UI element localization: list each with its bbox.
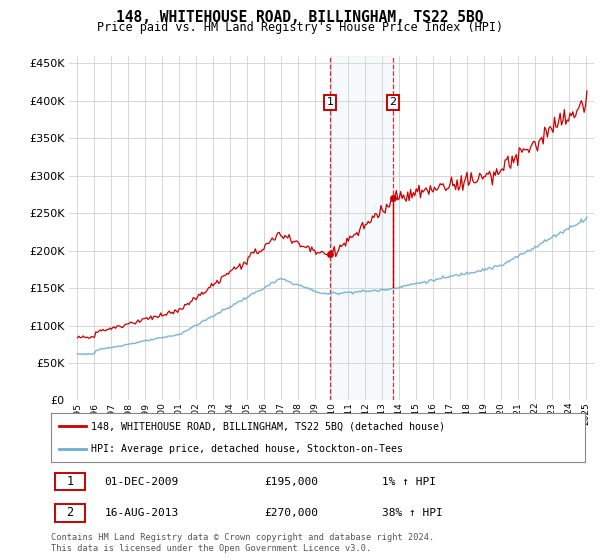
- Text: 1: 1: [67, 475, 74, 488]
- Text: £270,000: £270,000: [265, 508, 319, 518]
- Text: £195,000: £195,000: [265, 477, 319, 487]
- Text: 38% ↑ HPI: 38% ↑ HPI: [382, 508, 443, 518]
- Text: 2: 2: [67, 506, 74, 519]
- Bar: [330, 56, 393, 400]
- Text: Contains HM Land Registry data © Crown copyright and database right 2024.
This d: Contains HM Land Registry data © Crown c…: [51, 533, 434, 553]
- FancyBboxPatch shape: [55, 504, 85, 522]
- Text: 1% ↑ HPI: 1% ↑ HPI: [382, 477, 436, 487]
- Text: 1: 1: [326, 97, 334, 108]
- Text: 01-DEC-2009: 01-DEC-2009: [104, 477, 179, 487]
- Text: HPI: Average price, detached house, Stockton-on-Tees: HPI: Average price, detached house, Stoc…: [91, 444, 403, 454]
- FancyBboxPatch shape: [55, 473, 85, 491]
- Text: 2: 2: [389, 97, 397, 108]
- Text: 148, WHITEHOUSE ROAD, BILLINGHAM, TS22 5BQ (detached house): 148, WHITEHOUSE ROAD, BILLINGHAM, TS22 5…: [91, 421, 445, 431]
- Text: 148, WHITEHOUSE ROAD, BILLINGHAM, TS22 5BQ: 148, WHITEHOUSE ROAD, BILLINGHAM, TS22 5…: [116, 10, 484, 25]
- Text: Price paid vs. HM Land Registry's House Price Index (HPI): Price paid vs. HM Land Registry's House …: [97, 21, 503, 34]
- Text: 16-AUG-2013: 16-AUG-2013: [104, 508, 179, 518]
